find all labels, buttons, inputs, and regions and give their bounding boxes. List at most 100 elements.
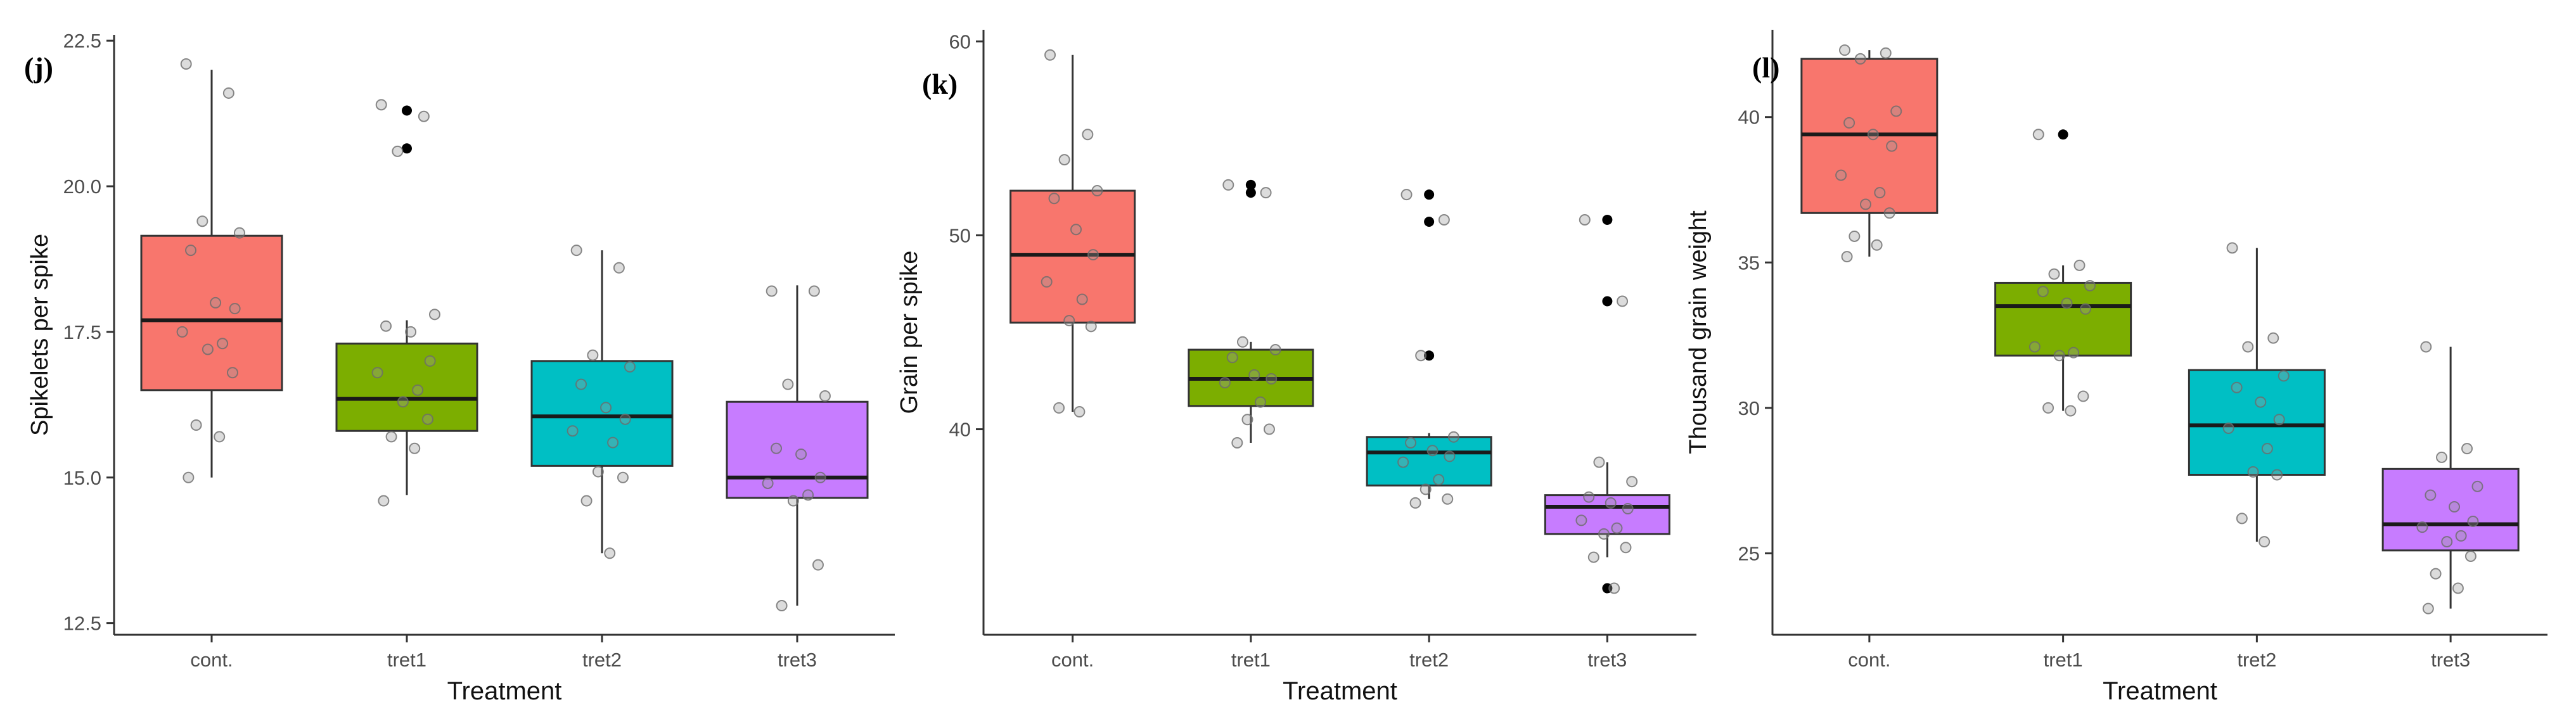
data-point: [1415, 350, 1427, 362]
data-point: [2467, 515, 2479, 527]
data-point: [2455, 530, 2467, 542]
data-point: [1617, 295, 1629, 307]
data-point: [580, 495, 593, 507]
data-point: [787, 495, 799, 507]
data-point: [1874, 187, 1886, 199]
data-point: [1620, 542, 1632, 554]
data-point: [1226, 352, 1238, 364]
x-tick-label: tret2: [582, 649, 622, 671]
panel-label: (k): [922, 68, 958, 100]
x-axis-title: Treatment: [1283, 677, 1397, 705]
data-point: [2430, 568, 2442, 580]
data-point: [1260, 187, 1272, 199]
outlier-point: [1245, 179, 1256, 190]
data-point: [2028, 341, 2041, 353]
data-point: [2073, 259, 2086, 271]
data-point: [1248, 369, 1260, 381]
data-point: [2441, 536, 2453, 548]
data-point: [1444, 450, 1456, 462]
data-point: [217, 338, 229, 350]
outlier-point: [1424, 350, 1435, 361]
data-point: [592, 466, 604, 478]
data-point: [1605, 497, 1617, 509]
data-point: [2231, 381, 2243, 393]
data-point: [1447, 431, 1459, 443]
data-point: [2242, 341, 2254, 353]
data-point: [1048, 193, 1060, 205]
box-tret1: [335, 342, 478, 432]
data-point: [2259, 536, 2271, 548]
data-point: [418, 110, 430, 122]
data-point: [2464, 551, 2477, 563]
data-point: [2471, 480, 2483, 492]
x-axis-title: Treatment: [447, 677, 562, 705]
data-point: [771, 442, 783, 454]
data-point: [570, 245, 582, 257]
y-axis-title: Grain per spike: [896, 251, 923, 414]
data-point: [2222, 423, 2234, 435]
outlier-point: [402, 105, 412, 116]
data-point: [624, 361, 636, 373]
data-point: [210, 296, 222, 309]
data-point: [2416, 521, 2428, 533]
x-tick-label: tret1: [1231, 649, 1271, 671]
x-tick-label: cont.: [1848, 649, 1890, 671]
y-tick-label: 20.0: [63, 175, 101, 198]
y-tick-label: 12.5: [63, 613, 101, 635]
data-point: [1085, 321, 1097, 333]
data-point: [1219, 377, 1231, 389]
x-tick-label: cont.: [1051, 649, 1094, 671]
data-point: [2077, 390, 2089, 402]
data-point: [409, 442, 421, 454]
data-point: [1426, 445, 1439, 457]
data-point: [617, 471, 629, 483]
data-point: [2032, 129, 2044, 141]
y-tick-label: 35: [1738, 252, 1760, 274]
y-tick-label: 25: [1738, 542, 1760, 564]
data-point: [1405, 436, 1417, 449]
data-point: [2236, 513, 2248, 525]
data-point: [2042, 402, 2054, 414]
x-tick-label: tret1: [387, 649, 426, 671]
x-tick-label: tret3: [2431, 649, 2470, 671]
box-cont: [140, 234, 283, 392]
outlier-point: [1602, 296, 1613, 307]
data-point: [1053, 402, 1065, 414]
data-point: [1397, 456, 1409, 468]
x-tick-label: tret2: [1409, 649, 1449, 671]
data-point: [229, 303, 241, 315]
data-point: [226, 367, 238, 379]
x-tick-label: tret2: [2237, 649, 2276, 671]
data-point: [1091, 185, 1103, 197]
data-point: [1835, 169, 1847, 181]
data-point: [405, 326, 417, 338]
panel-label: (j): [24, 51, 53, 84]
data-point: [412, 384, 424, 396]
data-point: [1583, 491, 1595, 503]
data-point: [1880, 47, 1892, 59]
data-point: [812, 559, 824, 571]
y-tick-label: 40: [949, 419, 971, 441]
data-point: [421, 413, 433, 425]
y-tick-label: 30: [1738, 397, 1760, 419]
data-point: [380, 320, 392, 332]
y-axis-title: Thousand grain weight: [1685, 210, 1712, 454]
data-point: [1890, 105, 1902, 117]
data-point: [2422, 602, 2434, 615]
data-point: [2425, 489, 2437, 501]
data-point: [2084, 280, 2096, 292]
data-point: [613, 262, 625, 274]
data-point: [2037, 286, 2049, 298]
data-point: [1841, 251, 1853, 263]
outlier-point: [1424, 217, 1435, 227]
x-tick-label: tret1: [2044, 649, 2083, 671]
data-point: [1419, 483, 1432, 495]
data-point: [1843, 117, 1855, 129]
data-point: [607, 436, 619, 449]
data-point: [567, 425, 579, 437]
data-point: [1236, 336, 1248, 348]
outlier-point: [1424, 189, 1435, 200]
data-point: [1058, 154, 1070, 166]
data-point: [2449, 500, 2461, 513]
